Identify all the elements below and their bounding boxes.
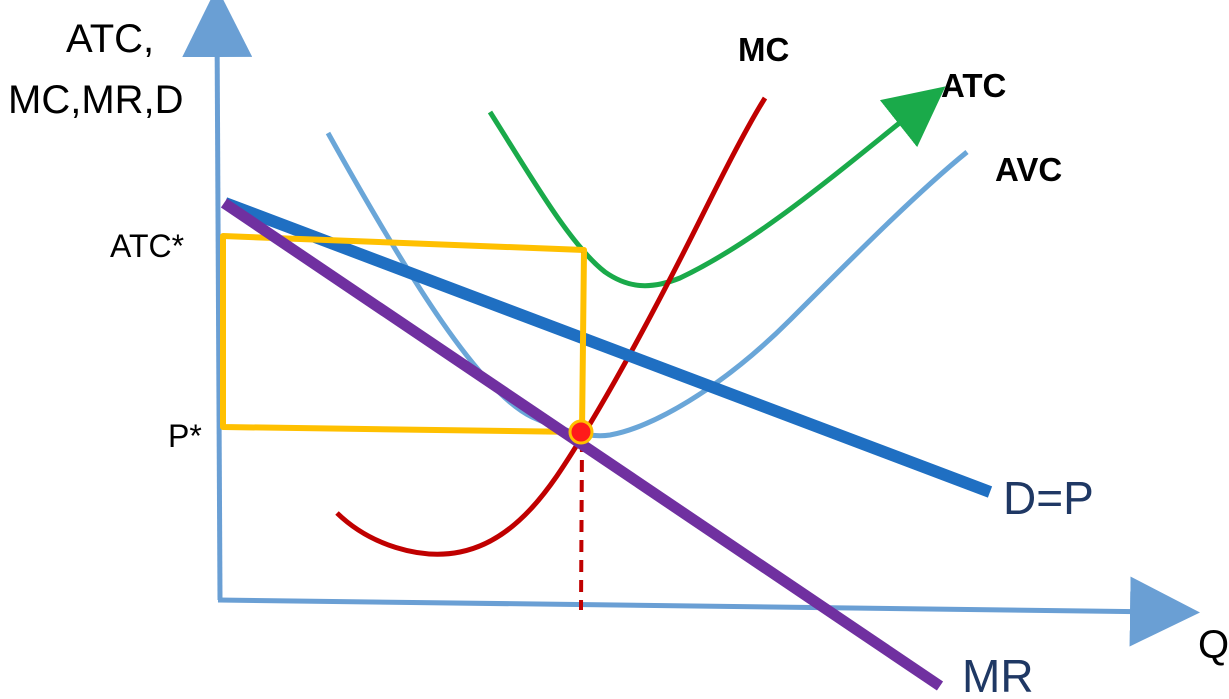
- y-axis: [182, 0, 253, 601]
- demand-label: D=P: [1003, 472, 1094, 524]
- x-axis: [217, 576, 1200, 647]
- x-axis-label: Q: [1198, 623, 1229, 667]
- atc-label: ATC: [941, 67, 1006, 104]
- mr-line: [220, 198, 944, 691]
- y-axis-label-line2: MC,MR,D: [8, 78, 184, 122]
- mr-label: MR: [962, 650, 1034, 699]
- avc-label: AVC: [995, 151, 1062, 188]
- mc-label: MC: [738, 31, 789, 68]
- quantity-dashed-line: [579, 439, 584, 611]
- y-axis-label-line1: ATC,: [66, 17, 154, 61]
- atc-star-label: ATC*: [110, 228, 184, 264]
- atc-curve: [487, 86, 946, 289]
- optimum-point: [568, 419, 594, 445]
- avc-curve: [325, 131, 969, 439]
- p-star-label: P*: [168, 418, 202, 454]
- demand-line: [222, 197, 993, 498]
